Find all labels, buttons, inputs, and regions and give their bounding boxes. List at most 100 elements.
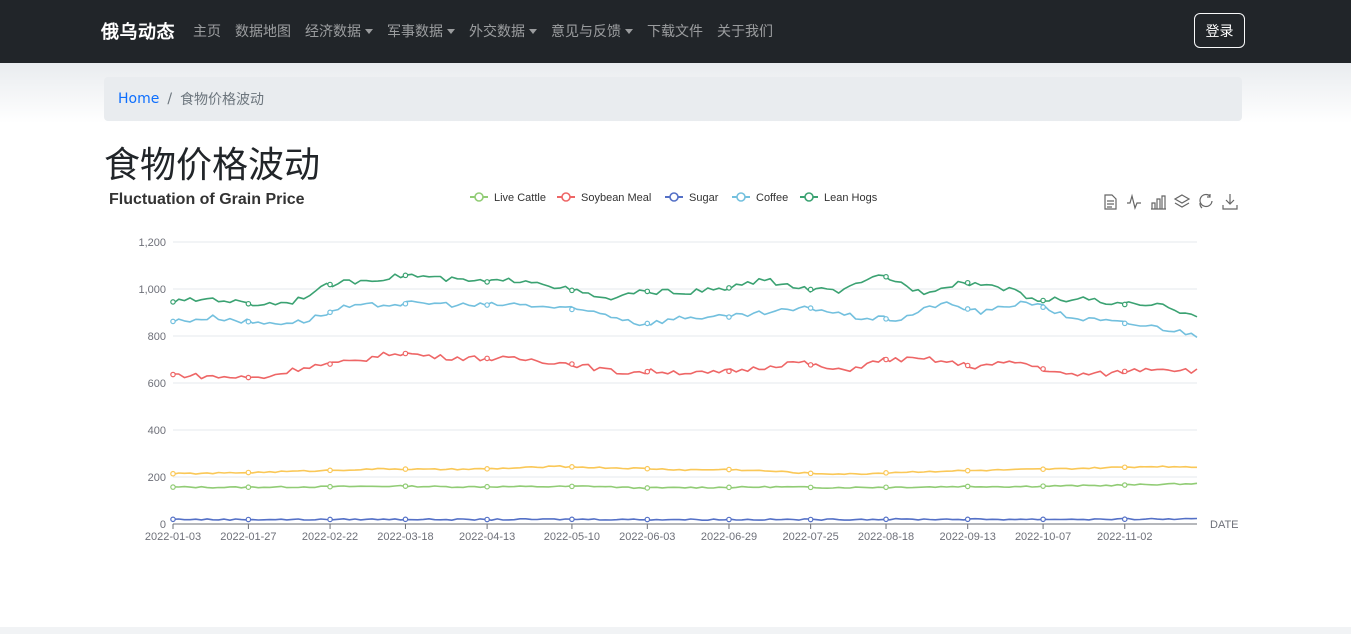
series-line-2 xyxy=(172,517,1198,521)
legend-label: Lean Hogs xyxy=(824,192,878,204)
x-tick-label: 2022-06-03 xyxy=(619,531,675,543)
stack-icon[interactable] xyxy=(1173,194,1191,208)
series-point xyxy=(569,306,575,313)
series-point xyxy=(402,350,409,357)
y-tick-label: 200 xyxy=(148,472,166,484)
legend-item-1[interactable]: Soybean Meal xyxy=(557,192,651,204)
breadcrumb: Home / 食物价格波动 xyxy=(104,77,1242,121)
series-point xyxy=(402,483,409,489)
series-point xyxy=(807,470,814,477)
nav-item-label: 下载文件 xyxy=(647,24,703,40)
nav-item-label: 外交数据 xyxy=(469,24,525,40)
series-point xyxy=(245,516,252,523)
series-point xyxy=(964,362,971,369)
legend-marker xyxy=(804,192,814,202)
x-tick-label: 2022-01-03 xyxy=(145,531,201,543)
x-tick-label: 2022-01-27 xyxy=(220,531,276,543)
legend-item-0[interactable]: Live Cattle xyxy=(470,192,546,204)
nav-item-label: 军事数据 xyxy=(387,24,443,40)
x-axis-label: DATE xyxy=(1210,519,1239,531)
series-point xyxy=(726,516,732,523)
legend-marker xyxy=(736,192,746,202)
series-point xyxy=(245,300,252,307)
nav-item-6[interactable]: 下载文件 xyxy=(647,21,703,41)
x-tick-label: 2022-02-22 xyxy=(302,531,358,543)
series-point xyxy=(569,361,575,367)
legend-marker xyxy=(561,192,571,202)
series-point xyxy=(484,279,490,285)
series-point xyxy=(883,273,889,280)
legend-marker xyxy=(474,192,484,202)
x-tick-label: 2022-04-13 xyxy=(459,531,515,543)
nav-item-3[interactable]: 军事数据 xyxy=(387,21,455,41)
series-point xyxy=(883,316,889,322)
x-tick-label: 2022-09-13 xyxy=(940,531,996,543)
series-point xyxy=(1121,368,1128,375)
series-point xyxy=(327,483,333,490)
legend-label: Live Cattle xyxy=(494,192,546,204)
nav-item-0[interactable]: 主页 xyxy=(193,21,221,41)
series-line-1 xyxy=(173,351,1198,380)
series-point xyxy=(170,470,176,477)
series-point xyxy=(327,516,333,523)
nav-item-label: 经济数据 xyxy=(305,24,361,40)
bar-chart-icon[interactable] xyxy=(1151,195,1166,210)
nav-item-label: 关于我们 xyxy=(717,24,773,40)
series-point xyxy=(402,300,409,307)
series-point xyxy=(1040,466,1046,473)
y-tick-label: 1,000 xyxy=(138,284,166,296)
footer-divider xyxy=(0,627,1351,634)
x-tick-label: 2022-05-10 xyxy=(544,531,600,543)
series-point xyxy=(569,287,575,294)
series-point xyxy=(726,285,732,291)
series-point xyxy=(644,320,651,327)
series-point xyxy=(1121,301,1128,308)
series-point xyxy=(402,272,409,279)
legend-item-2[interactable]: Sugar xyxy=(665,192,719,204)
series-point xyxy=(964,279,971,286)
line-chart-icon[interactable] xyxy=(1127,193,1141,210)
nav-item-5[interactable]: 意见与反馈 xyxy=(551,21,633,41)
series-point xyxy=(726,466,732,473)
series-point xyxy=(807,286,814,293)
caret-down-icon xyxy=(365,28,373,34)
y-tick-label: 600 xyxy=(148,378,166,390)
series-point xyxy=(245,469,252,476)
series-point xyxy=(569,483,575,490)
series-point xyxy=(726,314,732,320)
nav-item-7[interactable]: 关于我们 xyxy=(717,21,773,41)
x-tick-label: 2022-10-07 xyxy=(1015,531,1071,543)
series-point xyxy=(1040,297,1046,304)
nav-item-1[interactable]: 数据地图 xyxy=(235,21,291,41)
brand-logo[interactable]: 俄乌动态 xyxy=(101,22,175,43)
series-point xyxy=(245,374,252,381)
restore-icon[interactable] xyxy=(1199,193,1213,209)
series-point xyxy=(644,485,651,491)
series-point xyxy=(170,516,176,523)
legend-item-4[interactable]: Lean Hogs xyxy=(800,192,878,204)
breadcrumb-home-link[interactable]: Home xyxy=(118,91,160,107)
series-point xyxy=(644,465,651,472)
login-button[interactable]: 登录 xyxy=(1194,13,1245,48)
download-icon[interactable] xyxy=(1222,194,1238,210)
series-point xyxy=(1121,320,1128,327)
price-line-chart: Fluctuation of Grain Price 0 200 400 600 800 1… xyxy=(109,191,1239,543)
chart-title: Fluctuation of Grain Price xyxy=(109,191,305,208)
series-point xyxy=(327,467,333,474)
x-tick-label: 2022-03-18 xyxy=(377,531,433,543)
series-point xyxy=(1040,516,1046,523)
nav-menu: 主页 数据地图 经济数据 军事数据 外交数据 意见与反馈 下载文件 关于我们 xyxy=(193,21,787,41)
y-tick-label: 400 xyxy=(148,425,166,437)
series-point xyxy=(569,464,575,470)
nav-item-2[interactable]: 经济数据 xyxy=(305,21,373,41)
nav-item-4[interactable]: 外交数据 xyxy=(469,21,537,41)
series-point xyxy=(484,483,490,490)
data-view-icon[interactable] xyxy=(1104,194,1117,210)
series-point xyxy=(327,361,333,367)
y-tick-label: 1,200 xyxy=(138,237,166,249)
legend-marker xyxy=(669,192,679,202)
legend-label: Sugar xyxy=(689,192,719,204)
breadcrumb-separator: / xyxy=(167,91,173,107)
legend-item-3[interactable]: Coffee xyxy=(732,192,788,204)
series-point xyxy=(807,516,814,523)
